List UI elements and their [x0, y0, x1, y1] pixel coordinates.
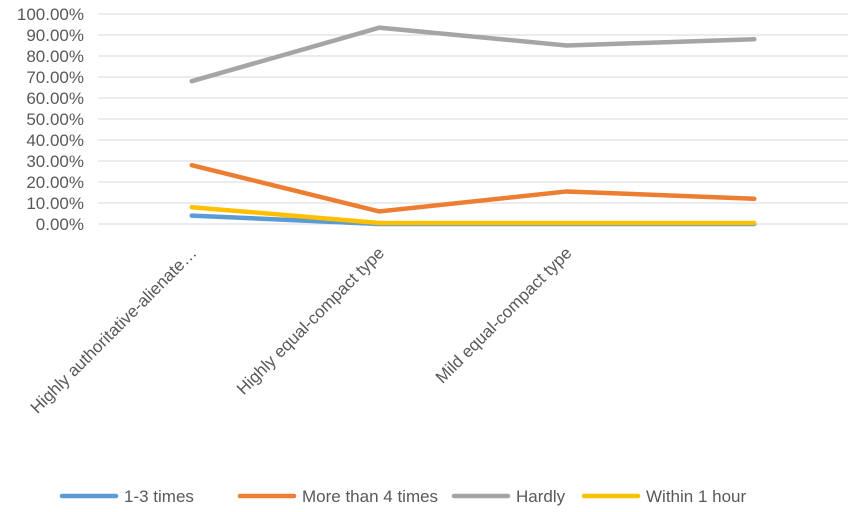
- x-category-label: Highly authoritative-alienate…: [27, 243, 201, 417]
- legend-label: 1-3 times: [124, 487, 194, 506]
- y-tick-label: 100.00%: [17, 5, 84, 24]
- x-category-label: Mild equal-compact type: [432, 243, 576, 387]
- series-line: [189, 204, 757, 226]
- y-tick-label: 50.00%: [26, 110, 84, 129]
- y-tick-label: 0.00%: [36, 215, 84, 234]
- y-tick-label: 60.00%: [26, 89, 84, 108]
- series-line: [189, 25, 757, 84]
- y-tick-label: 30.00%: [26, 152, 84, 171]
- y-tick-label: 20.00%: [26, 173, 84, 192]
- series-lines: [189, 25, 757, 227]
- legend-label: More than 4 times: [302, 487, 438, 506]
- y-tick-label: 10.00%: [26, 194, 84, 213]
- y-tick-label: 80.00%: [26, 47, 84, 66]
- legend-label: Hardly: [516, 487, 566, 506]
- y-axis-tick-labels: 0.00% 10.00% 20.00% 30.00% 40.00% 50.00% 60.00…: [17, 5, 84, 234]
- gridlines: [98, 13, 848, 225]
- y-tick-label: 90.00%: [26, 26, 84, 45]
- x-category-label: Highly equal-compact type: [233, 243, 388, 398]
- series-line: [189, 162, 757, 214]
- x-axis-category-labels: Highly authoritative-alienate… Highly equ…: [27, 243, 576, 417]
- y-tick-label: 40.00%: [26, 131, 84, 150]
- legend-label: Within 1 hour: [646, 487, 746, 506]
- y-tick-label: 70.00%: [26, 68, 84, 87]
- legend: 1-3 times More than 4 times Hardly Within 1…: [59, 487, 746, 506]
